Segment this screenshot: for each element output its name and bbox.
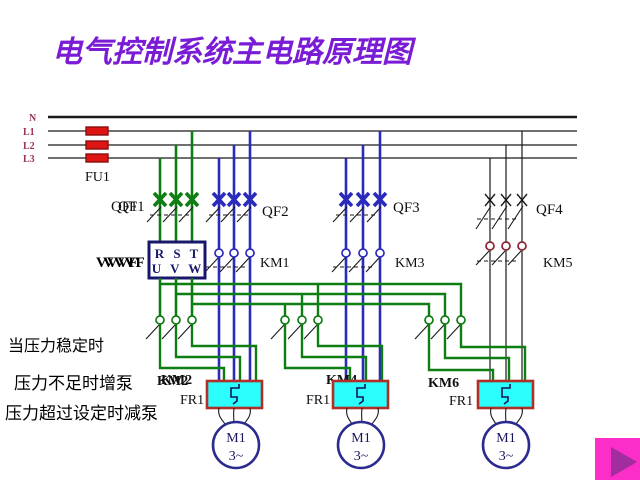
contactor-km3: KM3 bbox=[331, 248, 425, 273]
next-slide-button[interactable] bbox=[595, 438, 640, 480]
annotations: 当压力稳定时 压力不足时增泵 压力超过设定时减泵 bbox=[5, 337, 158, 423]
play-icon bbox=[611, 447, 637, 477]
fuse-fu1: FU1 bbox=[85, 126, 110, 185]
contactor-km4: KM4 bbox=[270, 315, 384, 388]
inverter-row-uvw: U V W bbox=[152, 261, 205, 276]
inverter-row-rst: R S T bbox=[155, 246, 202, 261]
relay-fr1-3-label: FR1 bbox=[449, 394, 473, 409]
bus-label-l3: L3 bbox=[23, 154, 35, 165]
thermal-relay-fr1-3: FR1 bbox=[449, 379, 535, 427]
breaker-qf2-label: QF2 bbox=[262, 204, 289, 220]
contactor-km6: KM6 bbox=[414, 315, 527, 391]
bus-label-l2: L2 bbox=[23, 141, 35, 152]
motor-3-label: M1 bbox=[496, 431, 515, 446]
fuse-element bbox=[85, 126, 109, 136]
annotation-line1: 当压力稳定时 bbox=[8, 337, 104, 355]
motor-3-phase: 3~ bbox=[499, 449, 514, 464]
relay-fr1-1-label: FR1 bbox=[180, 393, 204, 408]
breaker-qf1: QF1 QF1 bbox=[111, 131, 200, 242]
page-title: 电气控制系统主电路原理图 bbox=[52, 36, 417, 69]
annotation-line3: 压力超过设定时减泵 bbox=[5, 404, 158, 423]
contactor-km1: KM1 bbox=[204, 248, 290, 273]
relay-fr1-2-label: FR1 bbox=[306, 393, 330, 408]
breaker-qf1-label: QF1 bbox=[118, 199, 145, 215]
breaker-qf3-label: QF3 bbox=[393, 200, 420, 216]
inverter-label: VVVF bbox=[103, 255, 145, 271]
breaker-qf1-label-ghost: QF1 bbox=[111, 199, 138, 215]
motor-1-label: M1 bbox=[226, 431, 245, 446]
motor-1: M1 3~ bbox=[211, 420, 261, 470]
breaker-qf2: QF2 bbox=[205, 131, 289, 381]
breaker-qf3: QF3 bbox=[332, 131, 420, 381]
bus-label-n: N bbox=[29, 113, 37, 124]
fuse-element bbox=[85, 140, 109, 150]
contactor-km2-label: KM2 bbox=[161, 373, 192, 388]
breaker-qf4-label: QF4 bbox=[536, 202, 563, 218]
power-bus: N L1 L2 L3 bbox=[23, 113, 577, 165]
contactor-km5-label: KM5 bbox=[543, 256, 573, 271]
motor-2: M1 3~ bbox=[336, 420, 386, 470]
motor-2-phase: 3~ bbox=[354, 449, 369, 464]
contactor-km1-label: KM1 bbox=[260, 256, 290, 271]
motor-1-phase: 3~ bbox=[229, 449, 244, 464]
contactor-km6-label: KM6 bbox=[428, 376, 459, 391]
contactor-km5: KM5 bbox=[475, 241, 573, 271]
motor-3: M1 3~ bbox=[481, 420, 531, 470]
fuse-element bbox=[85, 153, 109, 163]
bus-label-l1: L1 bbox=[23, 127, 35, 138]
contactor-km2: KM2 KM2 bbox=[145, 315, 258, 389]
thermal-relay-fr1-1: FR1 bbox=[180, 379, 264, 427]
contactor-km2-label-ghost: KM2 bbox=[157, 374, 188, 389]
inverter-vvvf: R S T U V W VVVF VVVF bbox=[96, 240, 207, 280]
fuse-label: FU1 bbox=[85, 170, 110, 185]
inverter-output-bus bbox=[158, 278, 463, 316]
breaker-qf4: QF4 bbox=[475, 131, 563, 381]
thermal-relay-fr1-2: FR1 bbox=[306, 379, 390, 427]
annotation-line2: 压力不足时增泵 bbox=[14, 374, 133, 393]
motor-2-label: M1 bbox=[351, 431, 370, 446]
inverter-label-ghost: VVVF bbox=[96, 255, 138, 271]
contactor-km3-label: KM3 bbox=[395, 256, 425, 271]
